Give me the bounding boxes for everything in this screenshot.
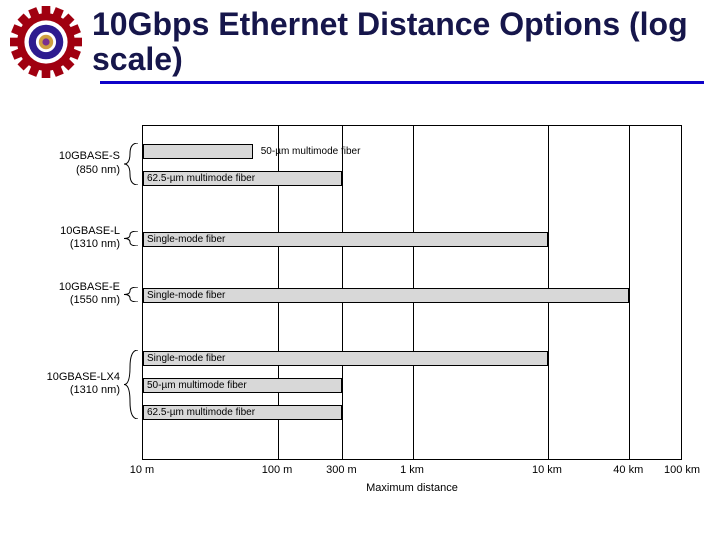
- chart-tick-label: 40 km: [613, 464, 643, 476]
- group-name: 10GBASE-LX4: [47, 371, 120, 383]
- chart-group-label: 10GBASE-LX4(1310 nm): [10, 371, 120, 399]
- bar-label: 62.5-µm multimode fiber: [143, 405, 255, 420]
- group-wavelength: (1550 nm): [70, 294, 120, 306]
- slide-title: 10Gbps Ethernet Distance Options (log sc…: [92, 7, 720, 77]
- chart-brace: [124, 143, 140, 185]
- bar-label: Single-mode fiber: [143, 288, 225, 303]
- chart-tick-label: 300 m: [326, 464, 357, 476]
- group-name: 10GBASE-L: [60, 225, 120, 237]
- group-name: 10GBASE-E: [59, 281, 120, 293]
- chart-brace: [124, 231, 140, 246]
- group-wavelength: (850 nm): [76, 164, 120, 176]
- group-wavelength: (1310 nm): [70, 384, 120, 396]
- bar-label: 62.5-µm multimode fiber: [143, 171, 255, 186]
- chart-gridline: [629, 126, 630, 459]
- university-logo: [10, 6, 82, 78]
- bar-label: 50-µm multimode fiber: [143, 378, 247, 393]
- chart-axis-label: Maximum distance: [366, 482, 458, 494]
- chart-brace: [124, 287, 140, 302]
- chart-tick-label: 1 km: [400, 464, 424, 476]
- chart-group-label: 10GBASE-E(1550 nm): [10, 281, 120, 309]
- bar-label: Single-mode fiber: [143, 351, 225, 366]
- bar-label: 50-µm multimode fiber: [257, 144, 361, 159]
- chart-plot-area: 50-µm multimode fiber62.5-µm multimode f…: [142, 125, 682, 460]
- chart-group-label: 10GBASE-S (850 nm): [10, 150, 120, 178]
- chart-tick-label: 100 m: [262, 464, 293, 476]
- chart-tick-label: 10 km: [532, 464, 562, 476]
- slide-header: 10Gbps Ethernet Distance Options (log sc…: [0, 0, 720, 78]
- chart-brace: [124, 350, 140, 419]
- group-wavelength: (1310 nm): [70, 238, 120, 250]
- chart-tick-label: 100 km: [664, 464, 700, 476]
- chart-tick-label: 10 m: [130, 464, 154, 476]
- bar-label: Single-mode fiber: [143, 232, 225, 247]
- chart-group-label: 10GBASE-L(1310 nm): [10, 225, 120, 253]
- header-underline: [100, 81, 704, 84]
- distance-bar: [143, 144, 253, 159]
- distance-chart: 50-µm multimode fiber62.5-µm multimode f…: [10, 125, 710, 505]
- group-name: 10GBASE-S: [59, 150, 120, 162]
